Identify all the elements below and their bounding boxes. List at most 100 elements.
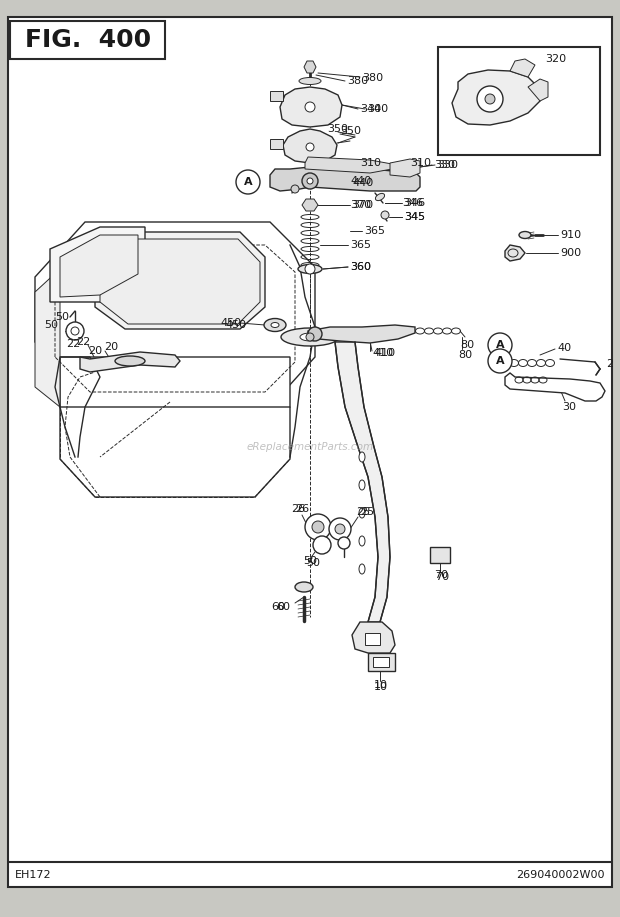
Polygon shape [304, 61, 316, 73]
Polygon shape [302, 199, 318, 211]
Text: A: A [495, 356, 504, 366]
Polygon shape [270, 91, 283, 101]
Polygon shape [305, 157, 392, 173]
Text: 50: 50 [306, 558, 320, 568]
Ellipse shape [519, 231, 531, 238]
Text: 340: 340 [367, 104, 388, 114]
Circle shape [329, 518, 351, 540]
Circle shape [381, 211, 389, 219]
Polygon shape [528, 79, 548, 101]
Text: 346: 346 [402, 198, 423, 208]
Circle shape [488, 333, 512, 357]
Text: 410: 410 [374, 348, 395, 358]
Text: 22: 22 [66, 339, 80, 349]
Text: 365: 365 [364, 226, 385, 236]
Ellipse shape [295, 582, 313, 592]
Text: 380: 380 [362, 73, 383, 83]
Text: 80: 80 [458, 350, 472, 360]
Ellipse shape [281, 328, 339, 346]
Text: 365: 365 [350, 240, 371, 250]
Circle shape [305, 102, 315, 112]
Polygon shape [335, 342, 390, 622]
FancyBboxPatch shape [430, 547, 450, 563]
Ellipse shape [264, 318, 286, 332]
Polygon shape [510, 59, 535, 77]
Text: FIG.  400: FIG. 400 [25, 28, 151, 52]
Polygon shape [50, 227, 145, 302]
Text: 360: 360 [350, 262, 371, 272]
Text: A: A [495, 340, 504, 350]
Text: 370: 370 [352, 200, 373, 210]
Text: 450: 450 [220, 318, 241, 328]
Text: 350: 350 [327, 124, 348, 134]
Circle shape [305, 264, 315, 274]
Text: 346: 346 [404, 198, 425, 208]
Text: 380: 380 [347, 76, 368, 86]
Ellipse shape [115, 356, 145, 366]
Text: 2: 2 [606, 359, 613, 369]
Text: 70: 70 [435, 572, 449, 582]
Text: 30: 30 [562, 402, 576, 412]
Polygon shape [390, 159, 420, 177]
Circle shape [66, 322, 84, 340]
Text: 900: 900 [560, 248, 581, 258]
Circle shape [308, 327, 322, 341]
Text: 330: 330 [437, 160, 458, 170]
Text: 25: 25 [360, 507, 374, 517]
Polygon shape [60, 407, 290, 497]
Text: 450: 450 [225, 320, 246, 330]
Text: 26: 26 [291, 504, 305, 514]
Polygon shape [368, 653, 395, 671]
Circle shape [307, 178, 313, 184]
Polygon shape [270, 167, 420, 191]
Text: 25: 25 [356, 507, 370, 517]
Polygon shape [352, 622, 395, 653]
FancyBboxPatch shape [8, 17, 612, 887]
Ellipse shape [359, 452, 365, 462]
Ellipse shape [359, 536, 365, 546]
Polygon shape [60, 235, 138, 297]
Polygon shape [280, 87, 342, 127]
FancyBboxPatch shape [438, 47, 600, 155]
Circle shape [306, 143, 314, 151]
Ellipse shape [376, 193, 384, 201]
Circle shape [291, 185, 299, 193]
Polygon shape [35, 222, 315, 407]
Text: 22: 22 [76, 337, 91, 347]
Polygon shape [505, 245, 525, 261]
Circle shape [236, 170, 260, 194]
Polygon shape [60, 357, 290, 439]
Polygon shape [505, 373, 605, 401]
Text: 70: 70 [434, 570, 448, 580]
Text: 40: 40 [557, 343, 571, 353]
Circle shape [71, 327, 79, 335]
Text: 410: 410 [372, 348, 393, 358]
Ellipse shape [298, 264, 322, 273]
Ellipse shape [300, 333, 320, 341]
Polygon shape [283, 129, 337, 163]
Ellipse shape [359, 508, 365, 518]
Ellipse shape [359, 480, 365, 490]
Text: 10: 10 [374, 682, 388, 692]
Circle shape [338, 537, 350, 549]
Text: 360: 360 [350, 262, 371, 272]
Text: 440: 440 [352, 178, 373, 188]
Text: 50: 50 [55, 312, 69, 322]
Polygon shape [95, 232, 265, 329]
Text: 345: 345 [404, 212, 425, 222]
Polygon shape [308, 325, 415, 343]
Ellipse shape [271, 323, 279, 327]
Circle shape [312, 521, 324, 533]
Text: 20: 20 [88, 346, 102, 356]
Text: 320: 320 [545, 54, 566, 64]
FancyBboxPatch shape [365, 633, 380, 645]
Ellipse shape [359, 564, 365, 574]
Polygon shape [100, 239, 260, 324]
Text: 60: 60 [271, 602, 285, 612]
Circle shape [485, 94, 495, 104]
Text: 80: 80 [460, 340, 474, 350]
Polygon shape [35, 269, 60, 407]
Text: EH172: EH172 [15, 870, 51, 880]
Text: 50: 50 [303, 556, 317, 566]
Circle shape [477, 86, 503, 112]
